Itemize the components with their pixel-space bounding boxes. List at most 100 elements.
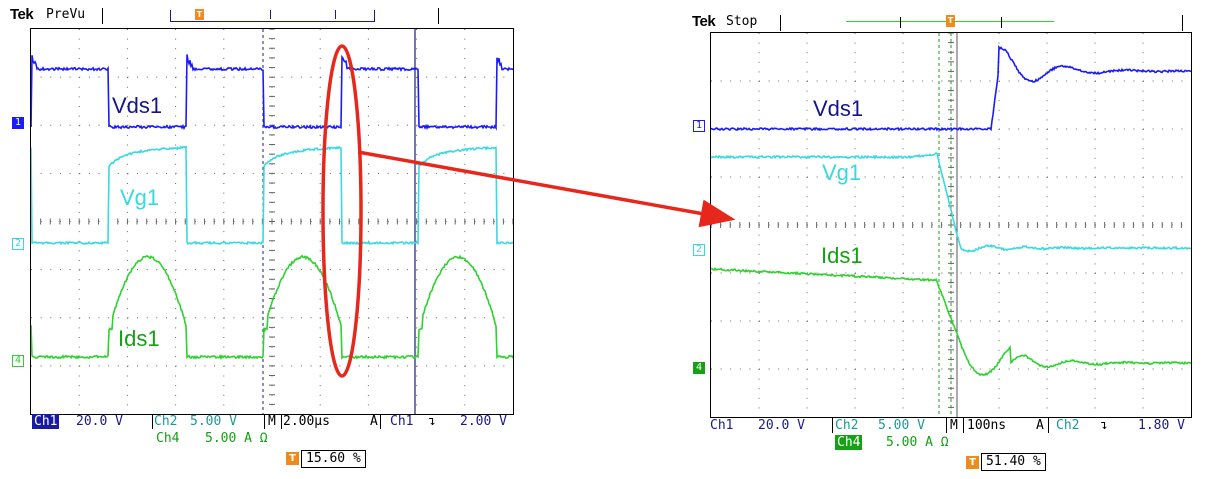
left-grid-dot xyxy=(464,327,466,329)
right-grid-dot xyxy=(758,61,760,63)
left-grid-dot xyxy=(156,124,158,126)
right-grid-dot xyxy=(874,320,876,322)
right-grid-dot xyxy=(1046,138,1048,140)
right-ch4-name[interactable]: Ch4 xyxy=(835,435,863,450)
left-grid-dot xyxy=(416,308,418,310)
right-grid-dot xyxy=(1085,80,1087,82)
right-grid-dot xyxy=(989,272,991,274)
right-grid-dot xyxy=(998,311,1000,313)
right-grid-dot xyxy=(883,80,885,82)
right-grid-dot xyxy=(854,186,856,188)
left-grid-dot xyxy=(474,76,476,78)
right-grid-dot xyxy=(826,176,828,178)
right-ch1-name[interactable]: Ch1 xyxy=(710,418,734,433)
left-grid-dot xyxy=(108,317,110,319)
right-grid-dot xyxy=(970,320,972,322)
left-grid-dot xyxy=(50,124,52,126)
left-record-window-end xyxy=(335,10,336,19)
left-grid-dot xyxy=(406,365,408,367)
right-grid-dot xyxy=(1056,176,1058,178)
left-grid-dot xyxy=(223,192,225,194)
left-position-icon: T xyxy=(286,452,299,465)
right-trigger-source[interactable]: Ch2 xyxy=(1056,418,1080,433)
left-ch1-name[interactable]: Ch1 xyxy=(32,414,60,429)
right-grid-dot xyxy=(1075,224,1077,226)
right-grid-dot xyxy=(1094,378,1096,380)
left-grid-dot xyxy=(319,337,321,338)
left-trigger-source[interactable]: Ch1 xyxy=(390,414,414,429)
left-header-divider-2 xyxy=(438,8,439,24)
right-grid-dot xyxy=(998,378,1000,380)
right-grid-dot xyxy=(806,330,808,332)
left-grid-dot xyxy=(88,269,90,271)
right-grid-dot xyxy=(1046,282,1048,284)
left-ch4-name[interactable]: Ch4 xyxy=(156,431,180,446)
right-grid-dot xyxy=(998,109,1000,111)
right-grid-dot xyxy=(806,388,808,390)
left-grid-dot xyxy=(126,96,128,98)
left-ch2-name[interactable]: Ch2 xyxy=(154,414,178,429)
right-grid-dot xyxy=(758,311,760,313)
left-grid-dot xyxy=(126,356,128,358)
left-grid-dot xyxy=(319,163,321,165)
left-grid-dot xyxy=(79,124,81,126)
left-grid-dot xyxy=(194,269,196,271)
left-grid-dot xyxy=(137,172,139,174)
left-grid-dot xyxy=(204,124,206,126)
left-grid-dot xyxy=(349,269,351,271)
right-grid-dot xyxy=(1152,272,1154,274)
left-grid-dot xyxy=(185,76,187,78)
right-timebase-value[interactable]: 100ns xyxy=(963,418,1006,433)
right-grid-dot xyxy=(998,205,1000,207)
right-grid-dot xyxy=(1037,272,1039,274)
right-grid-dot xyxy=(998,253,1000,255)
left-trigger-divider xyxy=(380,414,381,429)
left-timebase-value[interactable]: 2.00µs xyxy=(281,414,330,429)
right-grid-dot xyxy=(1123,176,1125,178)
left-grid-dot xyxy=(455,76,457,78)
right-grid-dot xyxy=(902,359,904,361)
left-grid-dot xyxy=(310,76,312,78)
right-grid-dot xyxy=(1046,330,1048,332)
right-grid-dot xyxy=(1075,368,1077,370)
left-trigger-level: 2.00 V xyxy=(460,414,507,429)
left-grid-dot xyxy=(175,192,177,194)
right-grid-dot xyxy=(739,368,741,370)
right-header-divider xyxy=(780,15,781,31)
right-grid-dot xyxy=(903,320,904,322)
right-grid-dot xyxy=(1094,292,1096,294)
left-grid-dot xyxy=(223,365,225,367)
right-grid-dot xyxy=(1142,157,1144,159)
left-grid-dot xyxy=(194,317,196,319)
left-grid-dot xyxy=(204,172,206,174)
right-grid-dot xyxy=(758,349,760,351)
right-grid-dot xyxy=(1094,340,1096,342)
right-grid-dot xyxy=(1142,109,1144,111)
right-grid-dot xyxy=(758,148,760,150)
left-grid-dot xyxy=(126,29,128,30)
right-grid-dot xyxy=(931,320,933,322)
right-ch4-scale: 5.00 A Ω xyxy=(886,435,949,450)
left-grid-dot xyxy=(50,317,52,319)
left-grid-dot xyxy=(435,172,437,174)
right-grid-dot xyxy=(1047,320,1048,322)
left-grid-dot xyxy=(464,240,466,242)
right-grid-dot xyxy=(758,138,760,140)
left-grid-dot xyxy=(310,172,312,174)
right-ch2-name[interactable]: Ch2 xyxy=(835,418,859,433)
right-grid-dot xyxy=(874,176,876,178)
right-grid-dot xyxy=(1143,128,1144,130)
left-grid-dot xyxy=(455,269,457,271)
left-grid-dot xyxy=(339,172,341,174)
left-grid-dot xyxy=(484,317,486,319)
left-grid-dot xyxy=(397,317,399,319)
right-ids1-trace xyxy=(711,266,1191,377)
right-grid-dot xyxy=(806,52,808,54)
right-grid-dot xyxy=(998,244,1000,246)
right-grid-dot xyxy=(758,234,760,236)
left-waveforms xyxy=(31,29,513,414)
right-grid-dot xyxy=(855,176,856,178)
right-grid-dot xyxy=(758,42,760,44)
left-grid-dot xyxy=(416,38,418,40)
left-grid-dot xyxy=(416,250,418,252)
